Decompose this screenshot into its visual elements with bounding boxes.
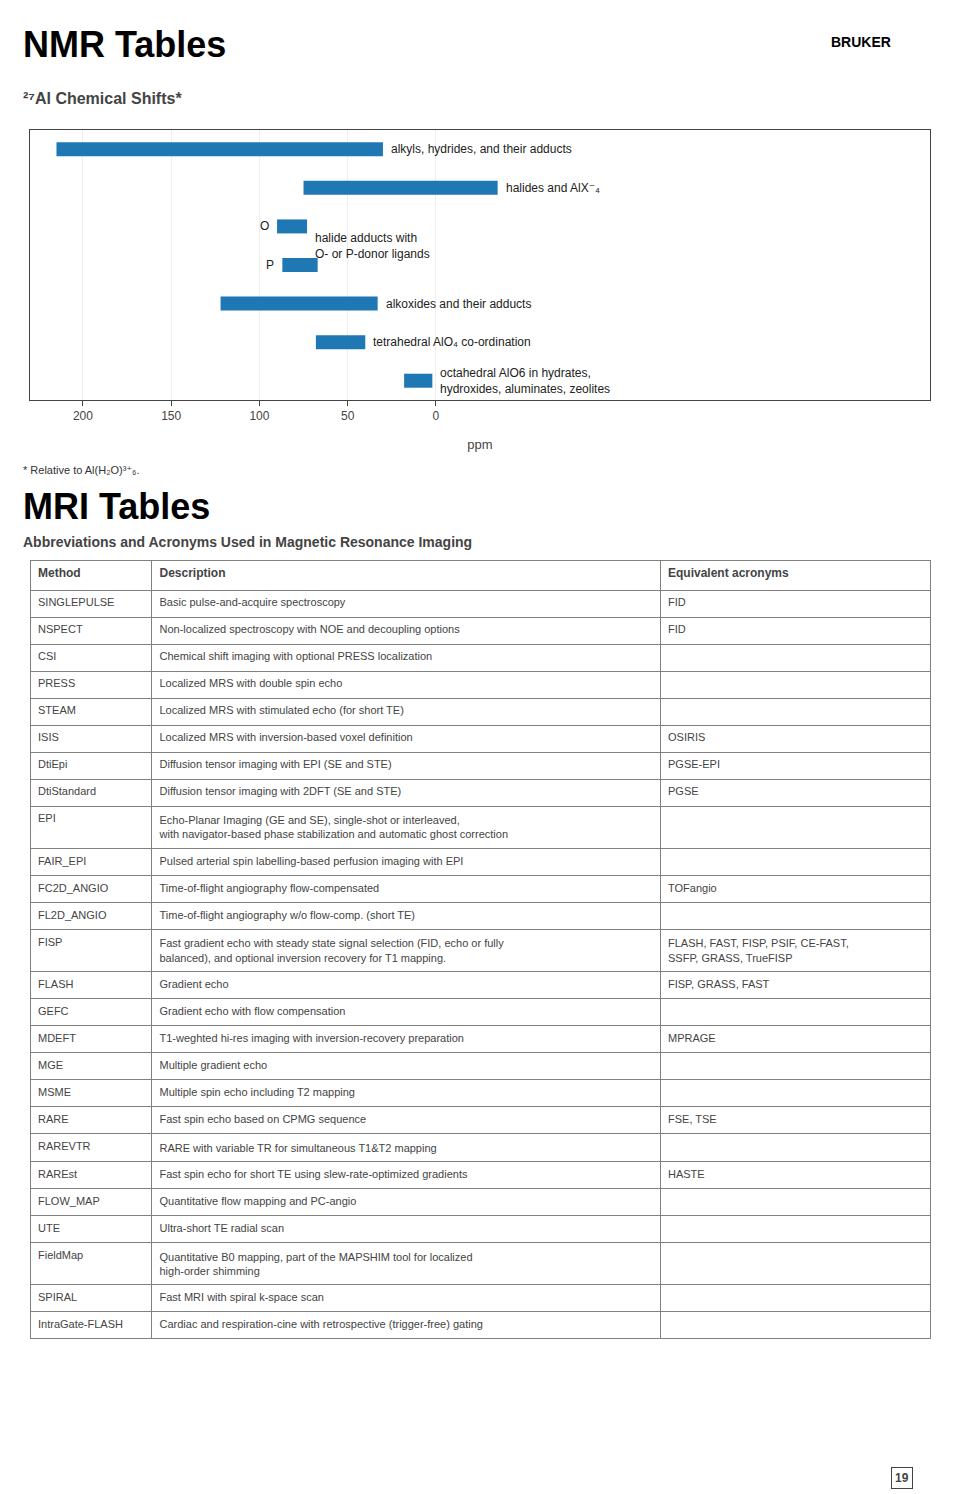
svg-text:alkoxides and their adducts: alkoxides and their adducts bbox=[386, 297, 531, 311]
svg-text:GEFC: GEFC bbox=[38, 1005, 69, 1017]
svg-text:FID: FID bbox=[668, 596, 686, 608]
svg-text:Time-of-flight angiography w/o: Time-of-flight angiography w/o flow-comp… bbox=[160, 909, 416, 921]
svg-text:PGSE-EPI: PGSE-EPI bbox=[668, 758, 720, 770]
svg-text:ISIS: ISIS bbox=[38, 731, 59, 743]
svg-text:MSME: MSME bbox=[38, 1086, 71, 1098]
svg-text:MGE: MGE bbox=[38, 1059, 63, 1071]
svg-text:Localized MRS with inversion-b: Localized MRS with inversion-based voxel… bbox=[160, 731, 413, 743]
svg-text:FL2D_ANGIO: FL2D_ANGIO bbox=[38, 909, 107, 921]
svg-text:OSIRIS: OSIRIS bbox=[668, 731, 705, 743]
svg-text:SINGLEPULSE: SINGLEPULSE bbox=[38, 596, 114, 608]
svg-text:TOFangio: TOFangio bbox=[668, 882, 717, 894]
svg-text:O: O bbox=[260, 219, 269, 233]
svg-text:halide adducts withO- or P-don: halide adducts withO- or P-donor ligands bbox=[315, 231, 430, 261]
svg-text:BRUKER: BRUKER bbox=[831, 34, 891, 50]
svg-text:HASTE: HASTE bbox=[668, 1168, 705, 1180]
svg-text:halides and AlX⁻₄: halides and AlX⁻₄ bbox=[506, 181, 600, 195]
svg-text:Method: Method bbox=[38, 566, 81, 580]
svg-text:Gradient echo: Gradient echo bbox=[160, 978, 229, 990]
svg-text:RAREVTR: RAREVTR bbox=[38, 1140, 91, 1152]
svg-text:FieldMap: FieldMap bbox=[38, 1249, 83, 1261]
svg-text:NSPECT: NSPECT bbox=[38, 623, 83, 635]
svg-text:FID: FID bbox=[668, 623, 686, 635]
svg-text:FISP, GRASS, FAST: FISP, GRASS, FAST bbox=[668, 978, 770, 990]
svg-text:FAIR_EPI: FAIR_EPI bbox=[38, 855, 86, 867]
svg-text:P: P bbox=[266, 258, 274, 272]
svg-text:T1-weghted hi-res imaging with: T1-weghted hi-res imaging with inversion… bbox=[160, 1032, 464, 1044]
svg-text:Non-localized spectroscopy wit: Non-localized spectroscopy with NOE and … bbox=[160, 623, 461, 635]
svg-text:FISP: FISP bbox=[38, 936, 62, 948]
svg-text:UTE: UTE bbox=[38, 1222, 60, 1234]
svg-text:Localized MRS with stimulated: Localized MRS with stimulated echo (for … bbox=[160, 704, 404, 716]
svg-text:50: 50 bbox=[341, 409, 355, 423]
svg-text:Echo-Planar Imaging (GE and SE: Echo-Planar Imaging (GE and SE), single-… bbox=[159, 814, 509, 840]
svg-text:Localized MRS with double spin: Localized MRS with double spin echo bbox=[160, 677, 343, 689]
svg-text:Chemical shift imaging with op: Chemical shift imaging with optional PRE… bbox=[160, 650, 433, 662]
svg-text:150: 150 bbox=[161, 409, 181, 423]
svg-text:Cardiac and respiration-cine w: Cardiac and respiration-cine with retros… bbox=[160, 1318, 483, 1330]
svg-text:100: 100 bbox=[249, 409, 269, 423]
svg-text:Diffusion tensor imaging with: Diffusion tensor imaging with EPI (SE an… bbox=[160, 758, 392, 770]
svg-text:Time-of-flight angiography flo: Time-of-flight angiography flow-compensa… bbox=[160, 882, 380, 894]
svg-text:PRESS: PRESS bbox=[38, 677, 75, 689]
svg-text:Description: Description bbox=[160, 566, 226, 580]
svg-text:Gradient echo with flow compen: Gradient echo with flow compensation bbox=[160, 1005, 346, 1017]
svg-text:STEAM: STEAM bbox=[38, 704, 76, 716]
svg-text:Pulsed arterial spin labelling: Pulsed arterial spin labelling-based per… bbox=[160, 855, 464, 867]
svg-text:CSI: CSI bbox=[38, 650, 56, 662]
svg-text:MDEFT: MDEFT bbox=[38, 1032, 76, 1044]
svg-text:Multiple spin echo including T: Multiple spin echo including T2 mapping bbox=[160, 1086, 355, 1098]
svg-text:Basic pulse-and-acquire spectr: Basic pulse-and-acquire spectroscopy bbox=[160, 596, 346, 608]
svg-text:FSE, TSE: FSE, TSE bbox=[668, 1113, 717, 1125]
svg-text:RAREst: RAREst bbox=[38, 1168, 77, 1180]
svg-text:octahedral AlO6 in hydrates,hy: octahedral AlO6 in hydrates,hydroxides, … bbox=[440, 366, 610, 396]
svg-text:Fast MRI with spiral k-space s: Fast MRI with spiral k-space scan bbox=[160, 1291, 324, 1303]
svg-text:DtiEpi: DtiEpi bbox=[38, 758, 67, 770]
svg-text:DtiStandard: DtiStandard bbox=[38, 785, 96, 797]
svg-text:0: 0 bbox=[433, 409, 440, 423]
svg-text:PGSE: PGSE bbox=[668, 785, 699, 797]
svg-text:alkyls, hydrides, and their ad: alkyls, hydrides, and their adducts bbox=[391, 142, 572, 156]
svg-text:Diffusion tensor imaging with: Diffusion tensor imaging with 2DFT (SE a… bbox=[160, 785, 402, 797]
svg-text:200: 200 bbox=[73, 409, 93, 423]
svg-text:SPIRAL: SPIRAL bbox=[38, 1291, 77, 1303]
svg-text:EPI: EPI bbox=[38, 812, 56, 824]
svg-text:tetrahedral AlO₄ co-ordination: tetrahedral AlO₄ co-ordination bbox=[373, 335, 531, 349]
svg-text:Fast gradient echo with steady: Fast gradient echo with steady state sig… bbox=[160, 937, 505, 963]
svg-text:FLASH: FLASH bbox=[38, 978, 74, 990]
svg-text:Abbreviations and Acronyms Use: Abbreviations and Acronyms Used in Magne… bbox=[23, 534, 472, 550]
svg-text:FLASH, FAST, FISP, PSIF, CE-FA: FLASH, FAST, FISP, PSIF, CE-FAST,SSFP, G… bbox=[668, 937, 849, 963]
svg-text:Multiple gradient echo: Multiple gradient echo bbox=[160, 1059, 268, 1071]
svg-text:Ultra-short TE radial scan: Ultra-short TE radial scan bbox=[160, 1222, 285, 1234]
svg-text:Fast spin echo based on CPMG s: Fast spin echo based on CPMG sequence bbox=[160, 1113, 367, 1125]
svg-text:Fast spin echo for short TE us: Fast spin echo for short TE using slew-r… bbox=[160, 1168, 468, 1180]
svg-text:FC2D_ANGIO: FC2D_ANGIO bbox=[38, 882, 109, 894]
svg-text:Equivalent acronyms: Equivalent acronyms bbox=[668, 566, 789, 580]
svg-text:NMR Tables: NMR Tables bbox=[23, 24, 226, 65]
svg-text:²⁷Al Chemical Shifts*: ²⁷Al Chemical Shifts* bbox=[23, 90, 182, 107]
svg-text:FLOW_MAP: FLOW_MAP bbox=[38, 1195, 100, 1207]
svg-text:ppm: ppm bbox=[467, 437, 492, 452]
svg-text:MPRAGE: MPRAGE bbox=[668, 1032, 716, 1044]
svg-text:Quantitative flow mapping and: Quantitative flow mapping and PC-angio bbox=[160, 1195, 357, 1207]
svg-text:* Relative to Al(H₂O)³⁺₆.: * Relative to Al(H₂O)³⁺₆. bbox=[23, 464, 140, 476]
svg-text:19: 19 bbox=[895, 1471, 909, 1485]
svg-text:IntraGate-FLASH: IntraGate-FLASH bbox=[38, 1318, 123, 1330]
svg-text:Quantitative B0 mapping, part: Quantitative B0 mapping, part of the MAP… bbox=[160, 1251, 473, 1277]
svg-text:RARE: RARE bbox=[38, 1113, 69, 1125]
svg-text:RARE with variable TR for simu: RARE with variable TR for simultaneous T… bbox=[160, 1142, 437, 1154]
svg-text:MRI Tables: MRI Tables bbox=[23, 486, 210, 527]
